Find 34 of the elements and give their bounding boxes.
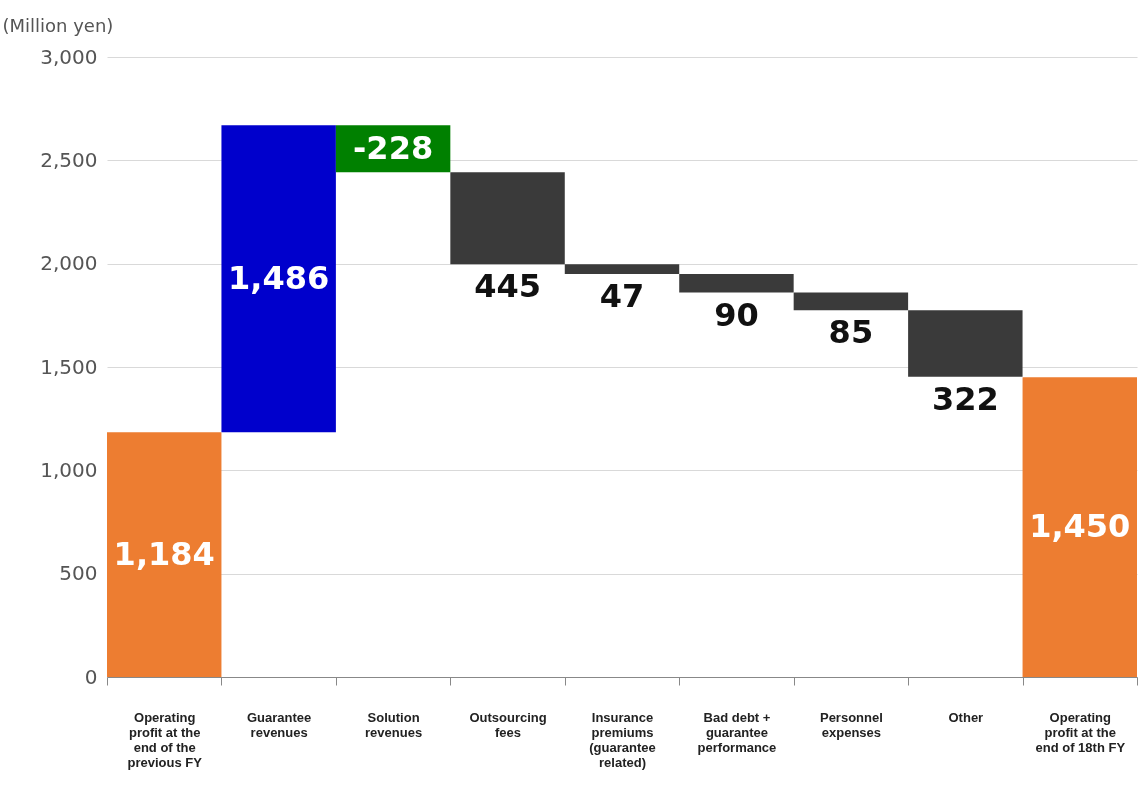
y-tick-label: 3,000 <box>40 44 98 69</box>
y-axis-title: (Million yen) <box>2 14 114 36</box>
bar <box>564 264 680 274</box>
data-label: 47 <box>599 277 645 315</box>
bar <box>908 310 1023 377</box>
data-label: 445 <box>474 267 541 306</box>
bar <box>679 274 794 293</box>
x-tick-label: Bad debt + guarantee performance <box>697 709 777 755</box>
y-tick-label: 1,000 <box>40 457 98 482</box>
y-tick-label: 0 <box>84 664 98 689</box>
x-tick-label: Personnel expenses <box>819 709 883 740</box>
x-tick-label: Solution revenues <box>365 709 423 740</box>
x-tick-label: Guarantee revenues <box>247 709 312 740</box>
data-label: 90 <box>714 295 759 334</box>
bar <box>221 125 336 433</box>
y-tick-label: 1,500 <box>40 354 98 379</box>
x-tick-label: Other <box>948 709 984 725</box>
x-tick-label: Operating profit at the end of 18th FY <box>1035 709 1126 755</box>
data-label: 322 <box>931 379 999 418</box>
x-tick-label: Outsourcing fees <box>469 709 547 740</box>
bar <box>107 432 222 677</box>
bar <box>793 292 909 311</box>
bar <box>450 172 565 265</box>
data-label: 85 <box>828 313 874 352</box>
data-label: 1,184 <box>113 534 215 573</box>
data-label: -228 <box>353 128 434 167</box>
y-tick-label: 500 <box>59 561 98 586</box>
x-tick-label: Insurance premiums (guarantee related) <box>589 709 656 770</box>
data-label: 1,486 <box>228 258 330 297</box>
bar <box>1022 377 1137 677</box>
data-label: 1,450 <box>1029 507 1131 546</box>
y-tick-label: 2,500 <box>40 147 98 172</box>
y-tick-label: 2,000 <box>40 251 98 276</box>
x-tick-label: Operating profit at the end of the previous FY <box>127 709 203 770</box>
